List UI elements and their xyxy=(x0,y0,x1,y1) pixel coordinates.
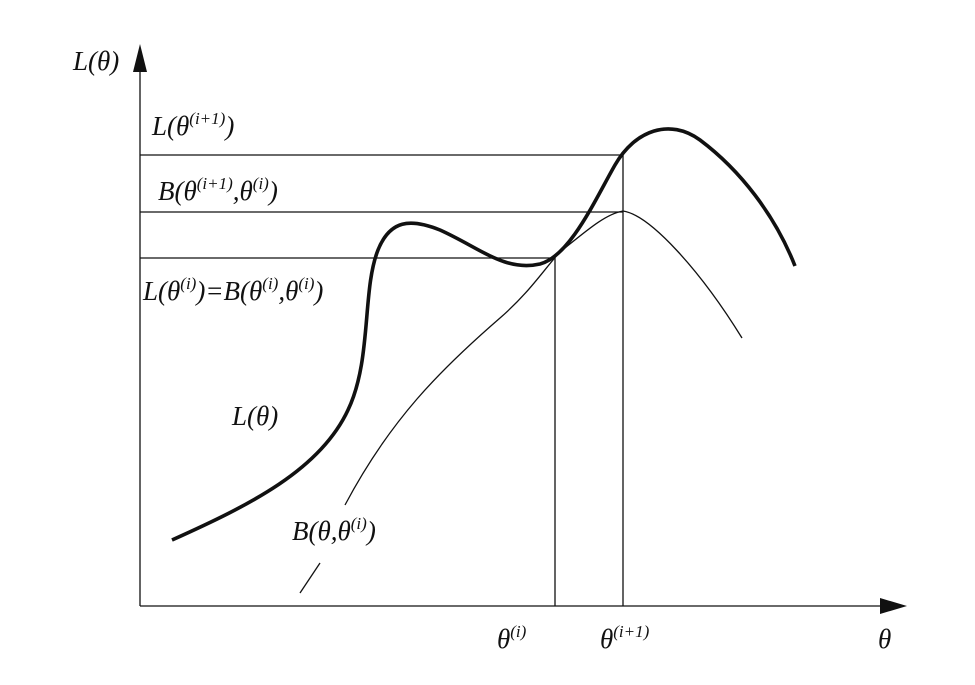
bound-curve-tail xyxy=(299,562,321,594)
label-part: ) xyxy=(365,516,376,546)
label-part: ,θ xyxy=(278,276,298,306)
label-equality: L(θ(i))=B(θ(i),θ(i)) xyxy=(142,274,323,306)
lower-bound-curve xyxy=(344,210,743,506)
label-superscript: (i) xyxy=(510,622,526,641)
label-part: θ xyxy=(497,624,510,654)
label-superscript: (i+1) xyxy=(613,622,649,641)
label-part: ) xyxy=(223,111,234,141)
label-theta-next: θ(i+1) xyxy=(600,622,650,654)
label-part: L(θ xyxy=(142,276,180,306)
x-axis-arrow xyxy=(880,598,907,614)
y-axis-arrow xyxy=(133,44,147,72)
label-part: L(θ xyxy=(151,111,189,141)
x-axis-label: θ xyxy=(878,624,891,654)
label-part: θ xyxy=(878,624,891,654)
label-part: )=B(θ xyxy=(194,276,262,306)
label-superscript: (i+1) xyxy=(189,109,225,128)
likelihood-curve xyxy=(171,127,797,542)
label-superscript: (i+1) xyxy=(197,174,233,193)
label-part: ) xyxy=(312,276,323,306)
label-l-curve: L(θ) xyxy=(231,401,278,431)
label-b-next: B(θ(i+1),θ(i)) xyxy=(158,174,278,206)
label-superscript: (i) xyxy=(298,274,314,293)
label-superscript: (i) xyxy=(262,274,278,293)
label-l-next: L(θ(i+1)) xyxy=(151,109,234,141)
label-part: B(θ xyxy=(158,176,197,206)
label-part: θ xyxy=(600,624,613,654)
label-superscript: (i) xyxy=(351,514,367,533)
label-part: L(θ) xyxy=(231,401,278,431)
label-part: B(θ,θ xyxy=(292,516,351,546)
label-part: ) xyxy=(267,176,278,206)
label-superscript: (i) xyxy=(253,174,269,193)
label-superscript: (i) xyxy=(180,274,196,293)
label-part: ,θ xyxy=(233,176,253,206)
label-part: L(θ) xyxy=(72,46,119,76)
label-theta-i: θ(i) xyxy=(497,622,527,654)
label-b-curve: B(θ,θ(i)) xyxy=(292,514,376,546)
y-axis-label: L(θ) xyxy=(72,46,119,76)
